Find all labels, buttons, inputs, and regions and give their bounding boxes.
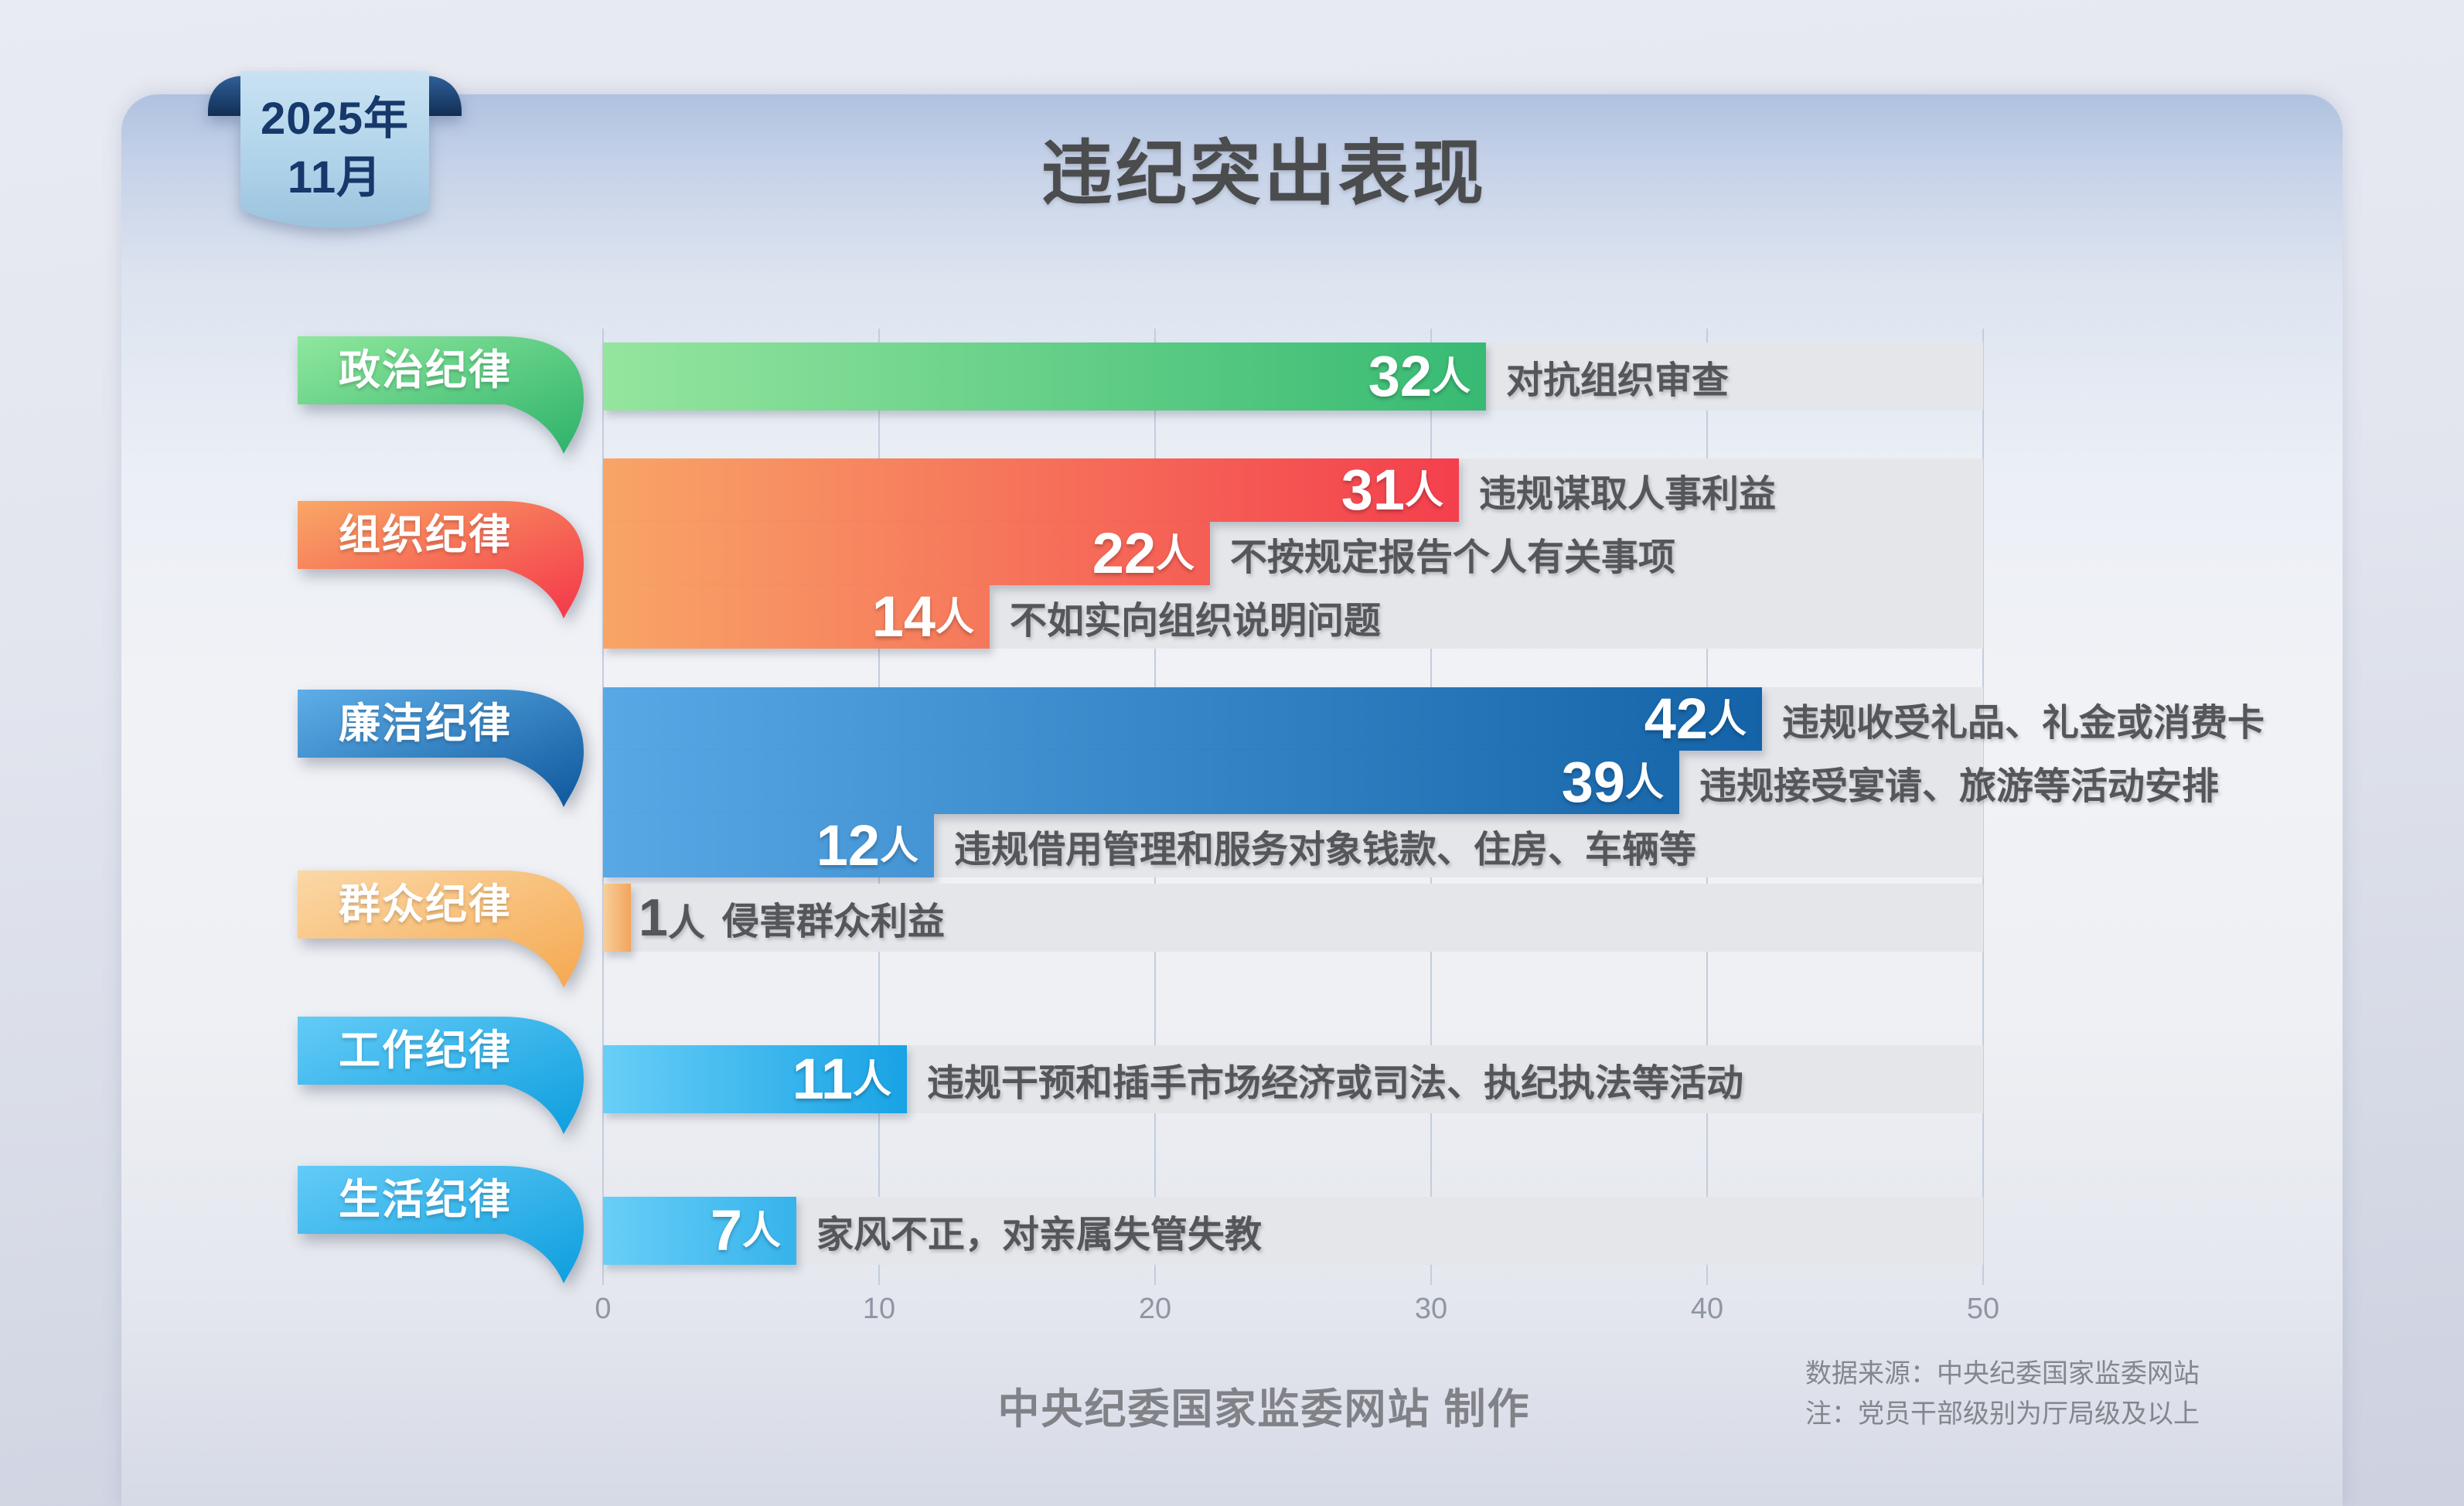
bar-annotation: 对抗组织审查	[1506, 342, 1729, 411]
bar-value-number: 7	[710, 1198, 742, 1262]
category-tag-label: 群众纪律	[339, 881, 512, 928]
bar-value-unit: 人	[742, 1209, 781, 1252]
bar-annotation: 1人 侵害群众利益	[639, 884, 945, 952]
bar-value-unit: 人	[1625, 761, 1664, 804]
date-badge: 2025年 11月	[197, 70, 472, 251]
ribbon-graphic	[208, 71, 462, 228]
badge-date-text: 2025年 11月	[240, 90, 429, 207]
bar-annotation: 违规干预和插手市场经济或司法、执纪执法等活动	[927, 1045, 1743, 1113]
bar	[603, 884, 631, 952]
category-tag-label: 组织纪律	[339, 512, 512, 558]
bar-value-unit: 人	[880, 824, 918, 867]
category-tag: 生活纪律	[298, 1166, 584, 1283]
bar-description: 家风不正，对亲属失管失教	[816, 1215, 1263, 1256]
bar-description: 违规借用管理和服务对象钱款、住房、车辆等	[954, 830, 1697, 871]
bar-value-unit: 人	[1432, 355, 1471, 398]
bar-annotation: 违规接受宴请、旅游等活动安排	[1699, 751, 2219, 814]
category-tag: 组织纪律	[298, 501, 584, 618]
bar	[603, 1197, 796, 1265]
bar-description: 违规谋取人事利益	[1479, 474, 1777, 515]
bar-value-number: 42	[1644, 687, 1708, 751]
bar-annotation: 违规收受礼品、礼金或消费卡	[1782, 687, 2265, 751]
bar-description: 违规收受礼品、礼金或消费卡	[1782, 703, 2265, 744]
bar-value: 11 人	[603, 1045, 891, 1113]
category-tag-shape	[298, 1166, 584, 1283]
bar-value-unit: 人	[936, 595, 974, 639]
bar-value: 42 人	[603, 687, 1747, 751]
badge-month: 11月	[287, 152, 383, 203]
category-tag-label: 政治纪律	[339, 347, 512, 394]
bar-value-number: 31	[1341, 458, 1405, 522]
footer-credit: 中央纪委国家监委网站 制作	[997, 1386, 1531, 1433]
bar-value-number: 11	[792, 1047, 853, 1111]
bar-value-number: 1	[639, 888, 668, 947]
bar-track	[603, 884, 1983, 952]
bar-description: 侵害群众利益	[721, 901, 945, 942]
bar-description: 违规干预和插手市场经济或司法、执纪执法等活动	[927, 1063, 1744, 1104]
ribbon-body	[240, 71, 429, 228]
axis-tick-label: 0	[595, 1293, 612, 1325]
bar-description: 不如实向组织说明问题	[1010, 601, 1382, 642]
category-tag-shape	[298, 336, 584, 454]
footer-notes: 数据来源：中央纪委国家监委网站 注：党员干部级别为厅局级及以上	[1805, 1354, 2200, 1435]
bar-annotation: 不按规定报告个人有关事项	[1230, 522, 1675, 585]
footer-source-note: 数据来源：中央纪委国家监委网站	[1805, 1360, 2200, 1388]
badge-year: 2025年	[260, 94, 410, 144]
axis-tick-label: 50	[1966, 1293, 2000, 1325]
bar-value: 1人	[639, 891, 705, 944]
bar	[603, 1045, 907, 1113]
bar-annotation: 家风不正，对亲属失管失教	[816, 1197, 1262, 1265]
bar	[603, 585, 990, 649]
bar-value: 39 人	[603, 751, 1664, 814]
bar-value-unit: 人	[667, 903, 705, 944]
bar-value: 12 人	[603, 814, 918, 877]
bar-track	[603, 1197, 1983, 1265]
category-tag-shape	[298, 690, 584, 807]
bar-value: 22 人	[603, 522, 1195, 585]
category-tag-label: 廉洁纪律	[339, 700, 512, 747]
page-title: 违纪突出表现	[1041, 135, 1487, 213]
bar-value: 31 人	[603, 458, 1443, 522]
bar-value-unit: 人	[1708, 697, 1747, 741]
category-tag-shape	[298, 1017, 584, 1134]
category-tag: 群众纪律	[298, 871, 584, 988]
bar	[603, 522, 1210, 585]
category-tag: 廉洁纪律	[298, 690, 584, 807]
bar-value-number: 12	[816, 813, 880, 877]
bar	[603, 342, 1486, 411]
bar	[603, 458, 1459, 522]
bar-annotation: 不如实向组织说明问题	[1010, 585, 1381, 649]
axis-tick-label: 30	[1414, 1293, 1448, 1325]
category-tag: 政治纪律	[298, 336, 584, 454]
axis-tick-label: 20	[1138, 1293, 1172, 1325]
category-tag: 工作纪律	[298, 1017, 584, 1134]
gridline	[1982, 329, 1984, 1285]
axis-tick-label: 40	[1690, 1293, 1724, 1325]
footer-scope-note: 注：党员干部级别为厅局级及以上	[1805, 1400, 2200, 1429]
bar	[603, 814, 934, 877]
bar-value-unit: 人	[1156, 532, 1195, 575]
bar-value-unit: 人	[853, 1058, 891, 1101]
bar-value-number: 39	[1561, 750, 1625, 814]
bar	[603, 751, 1679, 814]
bar-annotation: 违规借用管理和服务对象钱款、住房、车辆等	[954, 814, 1696, 877]
axis-tick-label: 10	[862, 1293, 896, 1325]
category-tag-label: 生活纪律	[339, 1177, 512, 1223]
category-tag-shape	[298, 871, 584, 988]
bar-description: 对抗组织审查	[1506, 360, 1730, 401]
bar-value: 14 人	[603, 585, 974, 649]
category-tag-shape	[298, 501, 584, 618]
bar	[603, 687, 1762, 751]
category-tag-label: 工作纪律	[339, 1027, 512, 1074]
bar-value: 32 人	[603, 342, 1471, 411]
bar-description: 不按规定报告个人有关事项	[1230, 537, 1676, 578]
bar-description: 违规接受宴请、旅游等活动安排	[1699, 766, 2220, 807]
bar-annotation: 违规谋取人事利益	[1479, 458, 1776, 522]
bar-value-number: 14	[871, 584, 936, 649]
bar-value-unit: 人	[1405, 468, 1443, 512]
bar-value-number: 22	[1092, 521, 1156, 585]
bar-value-number: 32	[1368, 344, 1432, 408]
